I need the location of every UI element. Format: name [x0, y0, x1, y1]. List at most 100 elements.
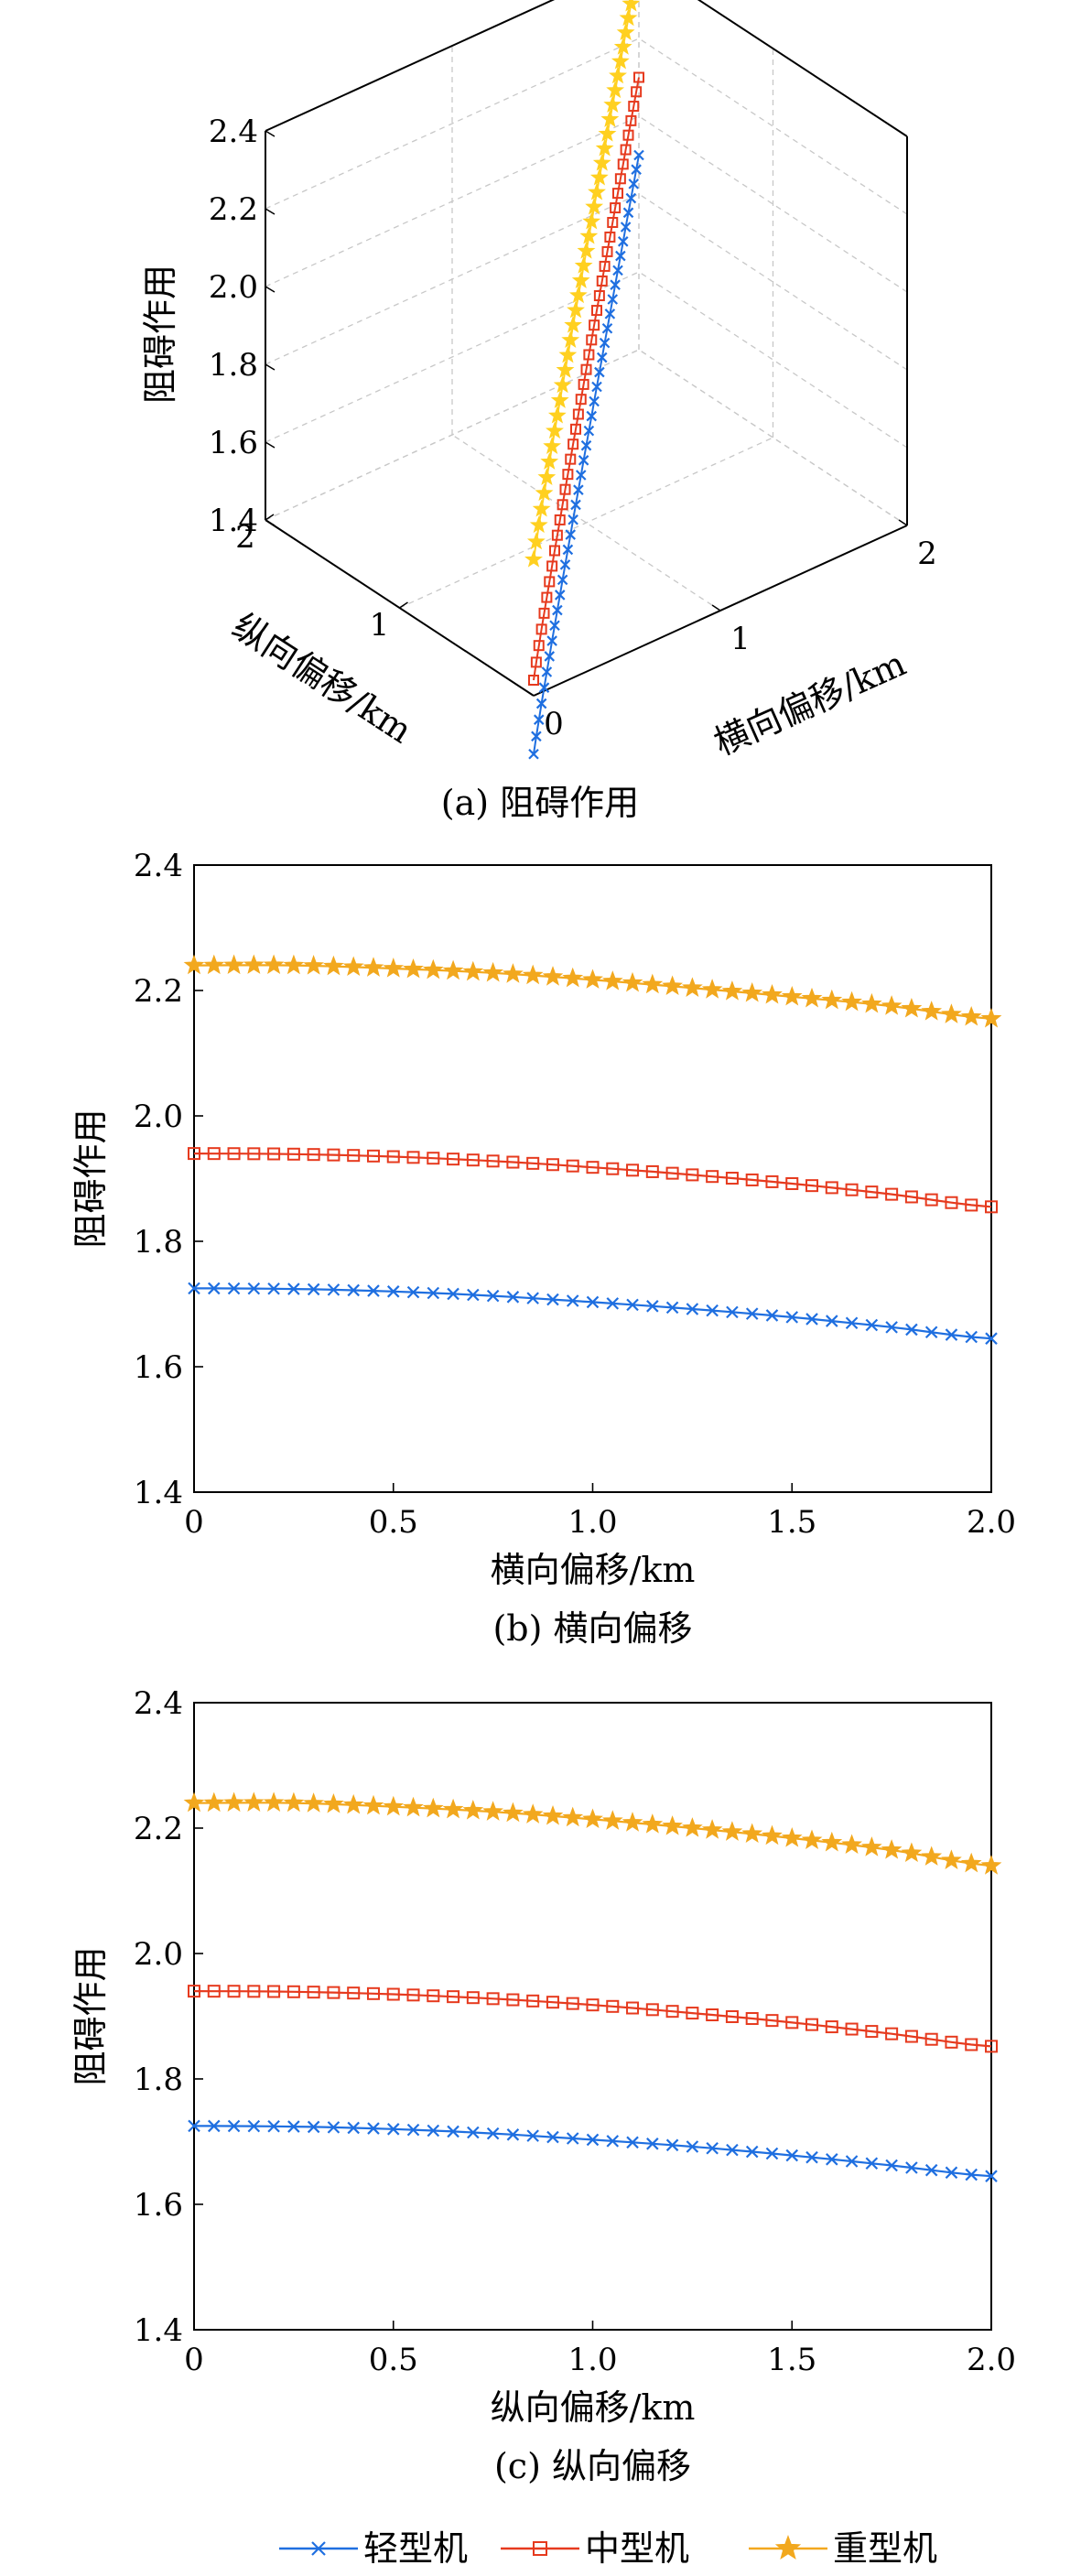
data-point-heavy: [980, 1855, 1002, 1875]
data-point-heavy: [550, 390, 569, 408]
data-point-light: [626, 1298, 639, 1312]
data-point-medium: [247, 1147, 261, 1161]
data-point-heavy: [342, 956, 364, 977]
data-point-heavy: [801, 987, 823, 1008]
box-edge: [697, 0, 908, 137]
data-point-heavy: [881, 995, 903, 1015]
data-point-medium: [247, 1985, 261, 1998]
data-point-light: [307, 1283, 320, 1296]
data-point-heavy: [403, 958, 424, 979]
data-point-medium: [985, 1200, 998, 1214]
data-point-heavy: [571, 271, 590, 288]
data-point-medium: [578, 378, 589, 390]
grid-line: [638, 271, 908, 449]
chart-caption: (c) 纵向偏移: [494, 2446, 691, 2486]
data-point-light: [826, 1315, 838, 1327]
data-point-heavy: [682, 1817, 703, 1837]
data-point-heavy: [553, 375, 572, 394]
legend-item-heavy: 重型机: [749, 2528, 937, 2569]
legend-label: 轻型机: [363, 2528, 468, 2569]
data-point-light: [552, 604, 563, 616]
legend-label: 中型机: [585, 2528, 689, 2569]
data-point-heavy: [662, 975, 683, 996]
data-point-medium: [606, 1162, 620, 1175]
data-point-heavy: [585, 197, 604, 215]
data-point-medium: [466, 1153, 480, 1167]
grid-line: [638, 38, 908, 215]
data-point-heavy: [574, 255, 593, 274]
data-point-light: [945, 1328, 958, 1341]
data-point-medium: [617, 158, 629, 170]
data-point-heavy: [960, 1852, 982, 1873]
data-point-medium: [665, 2005, 679, 2019]
y-tick-label: 1.8: [134, 1224, 183, 1261]
data-point-heavy: [601, 1810, 623, 1830]
data-point-medium: [945, 1196, 958, 1209]
chart-caption: (b) 横向偏移: [492, 1608, 692, 1649]
data-point-medium: [625, 114, 637, 126]
data-point-medium: [535, 623, 547, 635]
data-point-medium: [227, 1147, 241, 1161]
data-point-heavy: [558, 345, 578, 363]
data-point-medium: [633, 71, 644, 83]
data-point-heavy: [532, 499, 551, 517]
chart-caption: (a) 阻碍作用: [441, 783, 639, 823]
x-tick-label: 2.0: [967, 2342, 1016, 2378]
data-point-light: [628, 179, 640, 189]
data-point-heavy: [941, 1849, 962, 1869]
data-point-medium: [530, 656, 542, 668]
data-point-medium: [347, 1986, 361, 2000]
x-tick-label: 0.5: [369, 1504, 418, 1541]
data-point-medium: [865, 1185, 879, 1199]
data-point-heavy: [422, 958, 444, 980]
data-point-medium: [572, 408, 584, 420]
data-point-heavy: [223, 1791, 244, 1813]
data-point-heavy: [619, 8, 638, 27]
data-point-medium: [327, 1986, 341, 1999]
legend: 轻型机 中型机 重型机: [279, 2528, 937, 2569]
data-point-light: [386, 1285, 400, 1298]
data-point-light: [267, 1283, 280, 1295]
data-point-light: [610, 279, 621, 290]
chart-longitudinal-offset: 1.4 1.6 1.8 2.0 2.2 2.4 0 0.5 1.0 1.5 2.0 纵向偏移/km 阻碍…: [70, 1685, 1016, 2486]
x-tick-label: 2.0: [967, 1504, 1016, 1541]
data-point-light: [586, 1295, 600, 1309]
data-point-light: [559, 559, 571, 570]
data-point-light: [586, 2133, 600, 2147]
data-point-medium: [506, 1155, 520, 1169]
data-point-medium: [557, 499, 568, 511]
data-point-medium: [593, 290, 605, 302]
data-point-medium: [845, 1183, 859, 1196]
y-tick-label: 2.0: [134, 1099, 183, 1135]
data-point-medium: [580, 363, 592, 375]
z-tick-label: 2.4: [209, 114, 258, 150]
data-point-medium: [566, 1159, 579, 1173]
data-point-heavy: [682, 977, 703, 997]
data-point-light: [546, 1293, 559, 1306]
data-point-heavy: [482, 961, 503, 982]
data-point-light: [347, 2121, 360, 2135]
data-point-heavy: [960, 1005, 982, 1026]
data-point-medium: [805, 2018, 819, 2031]
data-point-heavy: [701, 1819, 723, 1839]
series-line-light: [194, 2125, 992, 2178]
data-point-light: [805, 1313, 818, 1326]
data-point-medium: [566, 1997, 579, 2010]
data-point-light: [207, 2119, 221, 2133]
y-axis-label: 阻碍作用: [70, 1109, 111, 1248]
data-point-heavy: [546, 421, 564, 439]
data-point-light: [965, 2168, 978, 2181]
data-point-medium: [366, 1149, 380, 1163]
box-edge: [265, 0, 556, 132]
data-point-heavy: [522, 964, 544, 985]
y-axis-label: 纵向偏移/km: [225, 606, 419, 752]
data-point-light: [546, 635, 557, 646]
data-point-medium: [267, 1985, 281, 1998]
x-tick-label: 0.5: [369, 2342, 418, 2378]
data-point-light: [785, 1311, 799, 1324]
data-point-medium: [427, 1989, 440, 2003]
data-point-light: [568, 514, 578, 525]
data-point-medium: [575, 394, 587, 406]
data-point-light: [745, 2145, 759, 2159]
data-point-light: [805, 2150, 818, 2164]
